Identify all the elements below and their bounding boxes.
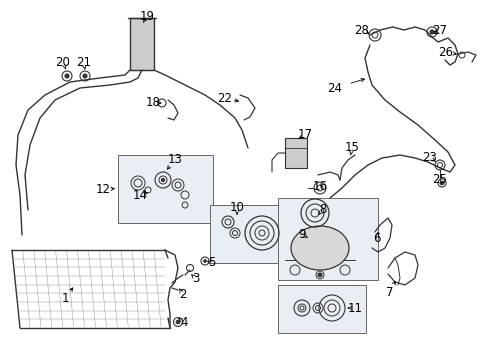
Text: 18: 18 — [145, 96, 160, 109]
Text: 27: 27 — [431, 23, 447, 36]
Bar — [278, 198, 377, 280]
Text: 13: 13 — [167, 153, 182, 166]
Bar — [130, 18, 154, 70]
Circle shape — [176, 320, 180, 324]
Bar — [209, 205, 289, 263]
Text: 16: 16 — [312, 180, 327, 193]
Bar — [118, 155, 213, 223]
Text: 12: 12 — [95, 184, 110, 197]
Circle shape — [83, 74, 87, 78]
Text: 10: 10 — [229, 202, 244, 215]
Text: 11: 11 — [347, 301, 362, 315]
Circle shape — [161, 179, 164, 181]
Circle shape — [317, 273, 321, 277]
Text: 8: 8 — [319, 203, 326, 216]
Bar — [285, 138, 306, 168]
Text: 26: 26 — [438, 45, 452, 58]
Text: 5: 5 — [208, 256, 215, 270]
Text: 24: 24 — [327, 81, 342, 94]
Text: 14: 14 — [132, 189, 147, 202]
Text: 23: 23 — [422, 152, 437, 165]
Text: 3: 3 — [192, 273, 199, 285]
Text: 19: 19 — [139, 9, 154, 22]
Text: 2: 2 — [179, 288, 186, 301]
Ellipse shape — [290, 226, 348, 270]
Text: 1: 1 — [61, 292, 69, 305]
Text: 4: 4 — [180, 315, 187, 328]
Circle shape — [429, 30, 433, 34]
Text: 9: 9 — [298, 228, 305, 240]
Circle shape — [439, 181, 443, 185]
Text: 20: 20 — [56, 55, 70, 68]
Text: 17: 17 — [297, 129, 312, 141]
Circle shape — [203, 260, 206, 262]
Text: 25: 25 — [432, 174, 447, 186]
Bar — [278, 285, 365, 333]
Text: 28: 28 — [354, 23, 368, 36]
Text: 6: 6 — [372, 231, 380, 244]
Text: 21: 21 — [76, 55, 91, 68]
Text: 7: 7 — [386, 285, 393, 298]
Text: 15: 15 — [344, 141, 359, 154]
Circle shape — [65, 74, 69, 78]
Text: 22: 22 — [217, 91, 232, 104]
